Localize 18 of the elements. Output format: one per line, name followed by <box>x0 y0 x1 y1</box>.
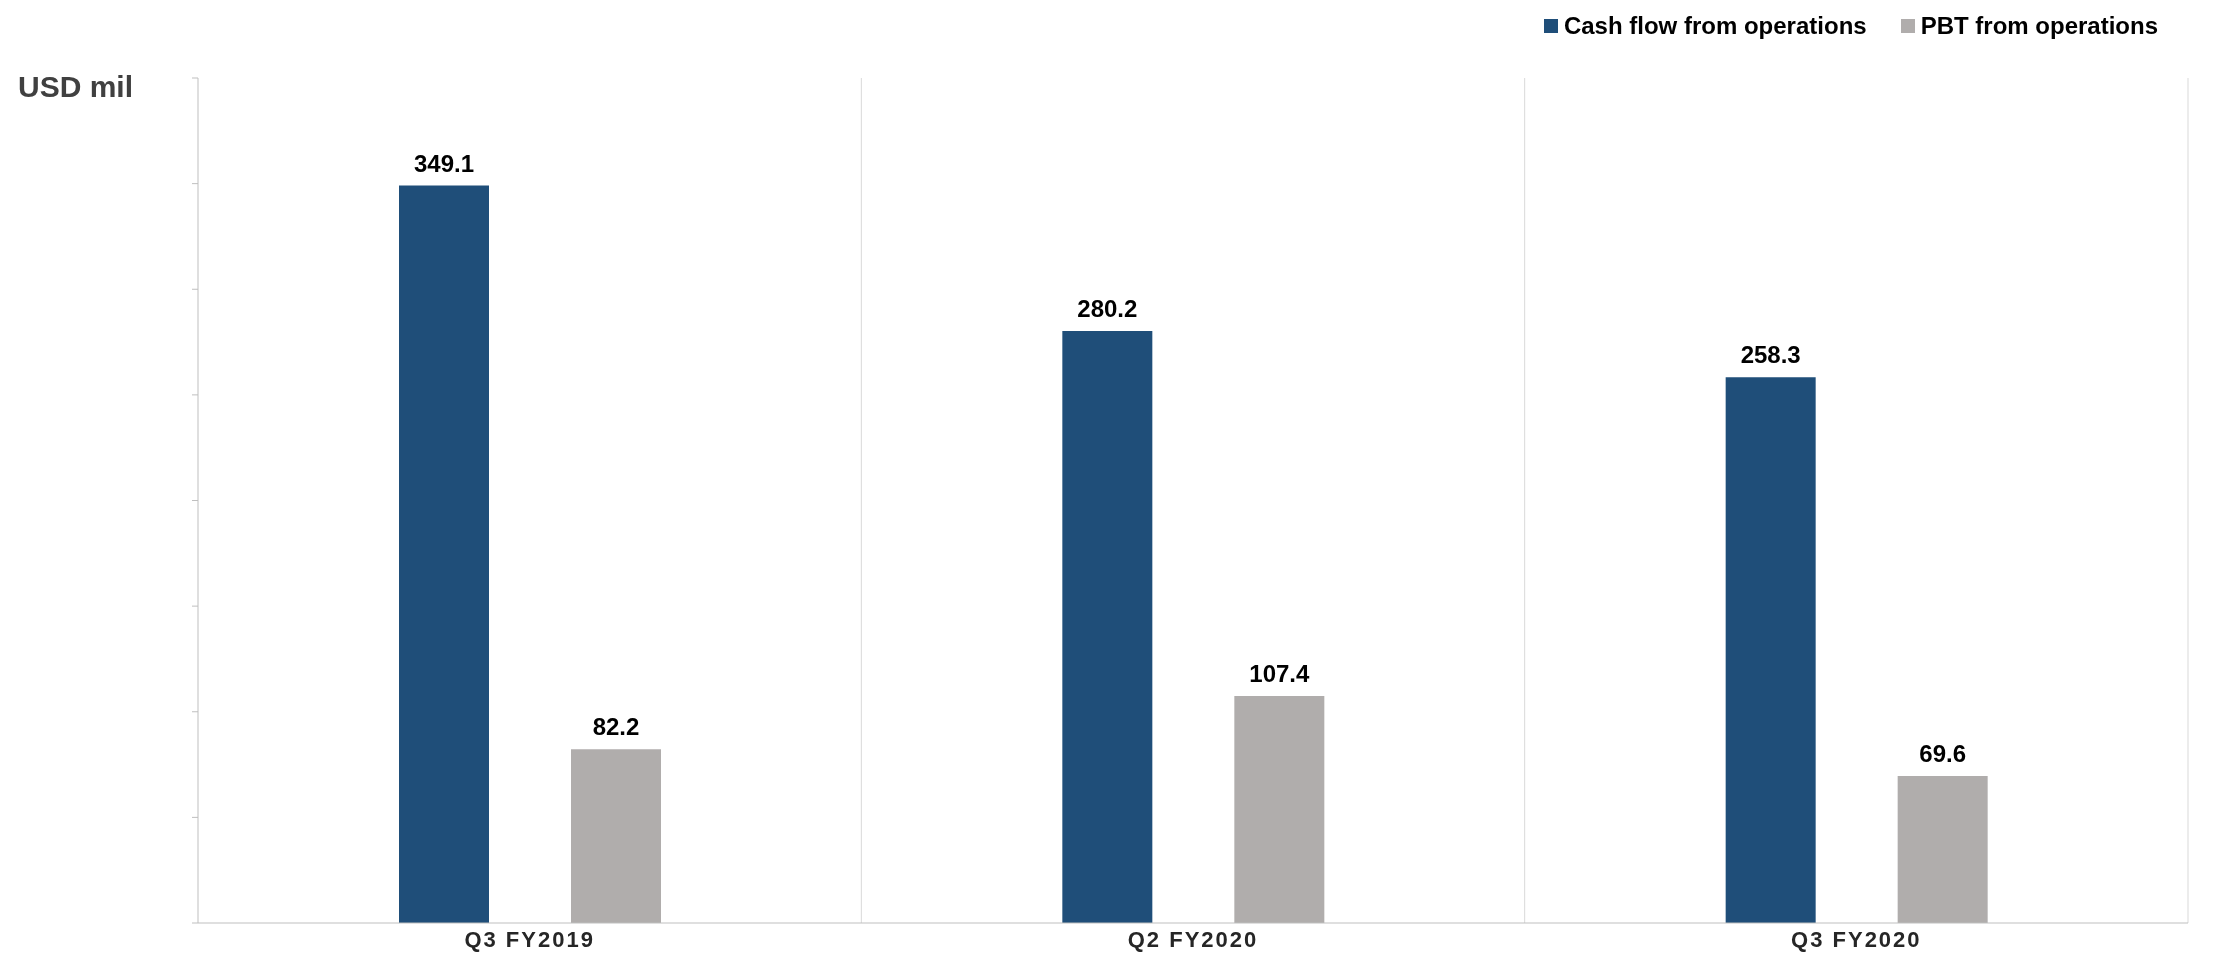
data-label: 82.2 <box>592 713 640 741</box>
bar <box>571 749 661 923</box>
x-tick-label: Q2 FY2020 <box>1127 926 1259 952</box>
bar <box>399 185 489 923</box>
bar <box>1897 775 1988 923</box>
data-label: 280.2 <box>1077 295 1138 323</box>
y-axis-title: USD mil <box>18 70 134 104</box>
data-label: 258.3 <box>1740 341 1801 369</box>
data-label: 107.4 <box>1249 660 1311 688</box>
data-label: 69.6 <box>1919 739 1967 767</box>
bar <box>1234 696 1325 923</box>
bar <box>1725 377 1816 923</box>
x-tick-label: Q3 FY2020 <box>1791 926 1922 952</box>
legend-label: Cash flow from operations <box>1563 12 1867 40</box>
legend-label: PBT from operations <box>1920 12 2158 40</box>
bar <box>1062 331 1153 923</box>
data-label: 349.1 <box>413 149 475 177</box>
x-tick-label: Q3 FY2019 <box>464 926 595 952</box>
